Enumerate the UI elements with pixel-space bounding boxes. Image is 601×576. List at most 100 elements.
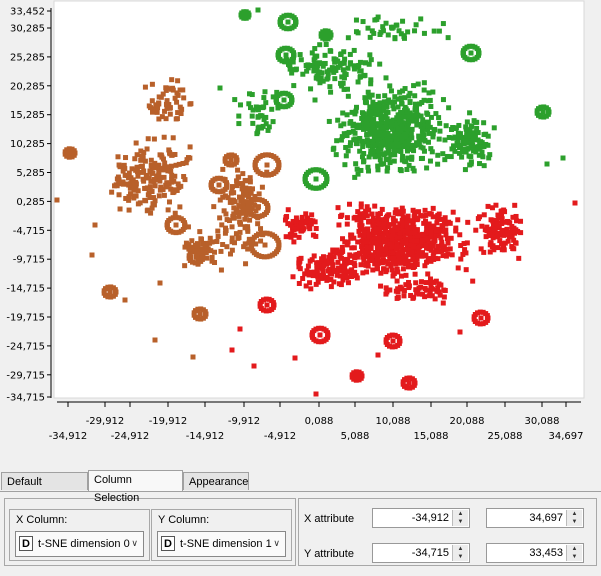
scatter-point xyxy=(387,256,393,262)
scatter-point xyxy=(394,278,400,284)
scatter-point xyxy=(161,192,167,198)
scatter-point xyxy=(481,249,487,255)
scatter-point xyxy=(427,158,433,164)
scatter-point xyxy=(173,116,179,122)
scatter-point xyxy=(238,209,244,215)
scatter-point xyxy=(465,219,471,225)
scatter-point xyxy=(409,156,415,162)
scatter-point xyxy=(448,127,454,133)
scatter-point xyxy=(283,52,289,58)
scatter-point xyxy=(215,175,221,181)
scatter-point xyxy=(377,211,383,217)
scatter-point xyxy=(182,263,188,269)
scatter-point xyxy=(359,211,365,217)
scatter-point xyxy=(421,30,427,36)
x-attribute-min-spinner[interactable]: -34,912 ▲ ▼ xyxy=(372,508,470,528)
scatter-point xyxy=(397,221,403,227)
scatter-point xyxy=(189,238,195,244)
y-column-dropdown[interactable]: D t-SNE dimension 1 ∨ xyxy=(157,531,286,557)
x-tick-label: -24,912 xyxy=(111,431,150,442)
scatter-point xyxy=(173,230,179,236)
scatter-point xyxy=(152,106,158,112)
scatter-point xyxy=(431,256,437,262)
x-column-dropdown[interactable]: D t-SNE dimension 0 ∨ xyxy=(15,531,144,557)
scatter-point xyxy=(256,213,262,219)
scatter-point xyxy=(156,100,162,106)
scatter-point xyxy=(316,325,322,331)
scatter-point xyxy=(485,142,491,148)
scatter-point xyxy=(242,12,248,18)
down-arrow-icon[interactable]: ▼ xyxy=(453,553,468,561)
scatter-point xyxy=(378,146,384,152)
scatter-point xyxy=(326,260,332,266)
scatter-point xyxy=(370,139,376,145)
scatter-point xyxy=(405,229,411,235)
scatter-point xyxy=(327,84,333,90)
scatter-point xyxy=(235,174,241,180)
scatter-point xyxy=(308,86,314,92)
up-arrow-icon[interactable]: ▲ xyxy=(567,545,582,553)
scatter-point xyxy=(507,229,513,235)
scatter-point xyxy=(364,269,370,275)
scatter-point xyxy=(407,225,413,231)
x-attribute-label: X attribute xyxy=(304,513,355,525)
scatter-point xyxy=(192,248,198,254)
scatter-point xyxy=(121,181,127,187)
scatter-point xyxy=(401,35,407,41)
scatter-point xyxy=(463,149,469,155)
scatter-point xyxy=(422,138,428,144)
scatter-point xyxy=(269,306,275,312)
scatter-point xyxy=(395,96,401,102)
scatter-point xyxy=(488,241,494,247)
tab-appearance[interactable]: Appearance xyxy=(183,472,249,490)
scatter-point xyxy=(116,192,122,198)
x-attribute-max-spinner[interactable]: 34,697 ▲ ▼ xyxy=(486,508,584,528)
scatter-point xyxy=(284,59,290,65)
down-arrow-icon[interactable]: ▼ xyxy=(567,518,582,526)
y-attribute-min-spinner[interactable]: -34,715 ▲ ▼ xyxy=(372,543,470,563)
scatter-point xyxy=(262,242,268,248)
spinner-buttons: ▲ ▼ xyxy=(452,510,468,526)
tab-default-settings[interactable]: Default Settings xyxy=(1,472,88,506)
scatter-point xyxy=(407,99,413,105)
scatter-point xyxy=(378,270,384,276)
scatter-point xyxy=(390,144,396,150)
scatter-point xyxy=(346,201,352,207)
scatter-point xyxy=(423,280,429,286)
up-arrow-icon[interactable]: ▲ xyxy=(567,510,582,518)
scatter-point xyxy=(375,163,381,169)
scatter-point xyxy=(164,98,170,104)
up-arrow-icon[interactable]: ▲ xyxy=(453,545,468,553)
tab-column-selection[interactable]: Column Selection xyxy=(88,470,183,504)
scatter-point xyxy=(404,148,410,154)
down-arrow-icon[interactable]: ▼ xyxy=(453,518,468,526)
scatter-point xyxy=(339,74,345,80)
scatter-point xyxy=(264,254,270,260)
scatter-point xyxy=(394,266,400,272)
scatter-point xyxy=(424,165,430,171)
scatter-plot[interactable]: 33,452 30,285 25,285 20,285 15,285 10,285 5,28… xyxy=(0,0,601,466)
scatter-point xyxy=(347,61,353,67)
scatter-point xyxy=(340,236,346,242)
down-arrow-icon[interactable]: ▼ xyxy=(567,553,582,561)
scatter-point xyxy=(145,136,151,142)
scatter-point xyxy=(492,228,498,234)
scatter-point xyxy=(220,188,226,194)
up-arrow-icon[interactable]: ▲ xyxy=(453,510,468,518)
y-attribute-max-spinner[interactable]: 33,453 ▲ ▼ xyxy=(486,543,584,563)
scatter-point xyxy=(307,280,313,286)
scatter-point xyxy=(323,32,329,38)
scatter-plot-panel[interactable]: 33,452 30,285 25,285 20,285 15,285 10,285 5,28… xyxy=(0,0,601,466)
scatter-point xyxy=(332,248,338,254)
scatter-point xyxy=(384,150,390,156)
scatter-point xyxy=(107,289,113,295)
scatter-point xyxy=(513,240,519,246)
scatter-point xyxy=(355,79,361,85)
scatter-point xyxy=(397,230,403,236)
scatter-point xyxy=(392,94,398,100)
scatter-point xyxy=(258,230,264,236)
scatter-point xyxy=(176,229,182,235)
scatter-point xyxy=(375,247,381,253)
column-selectors: X Column: D t-SNE dimension 0 ∨ Y Column… xyxy=(4,498,296,566)
scatter-point xyxy=(373,121,379,127)
